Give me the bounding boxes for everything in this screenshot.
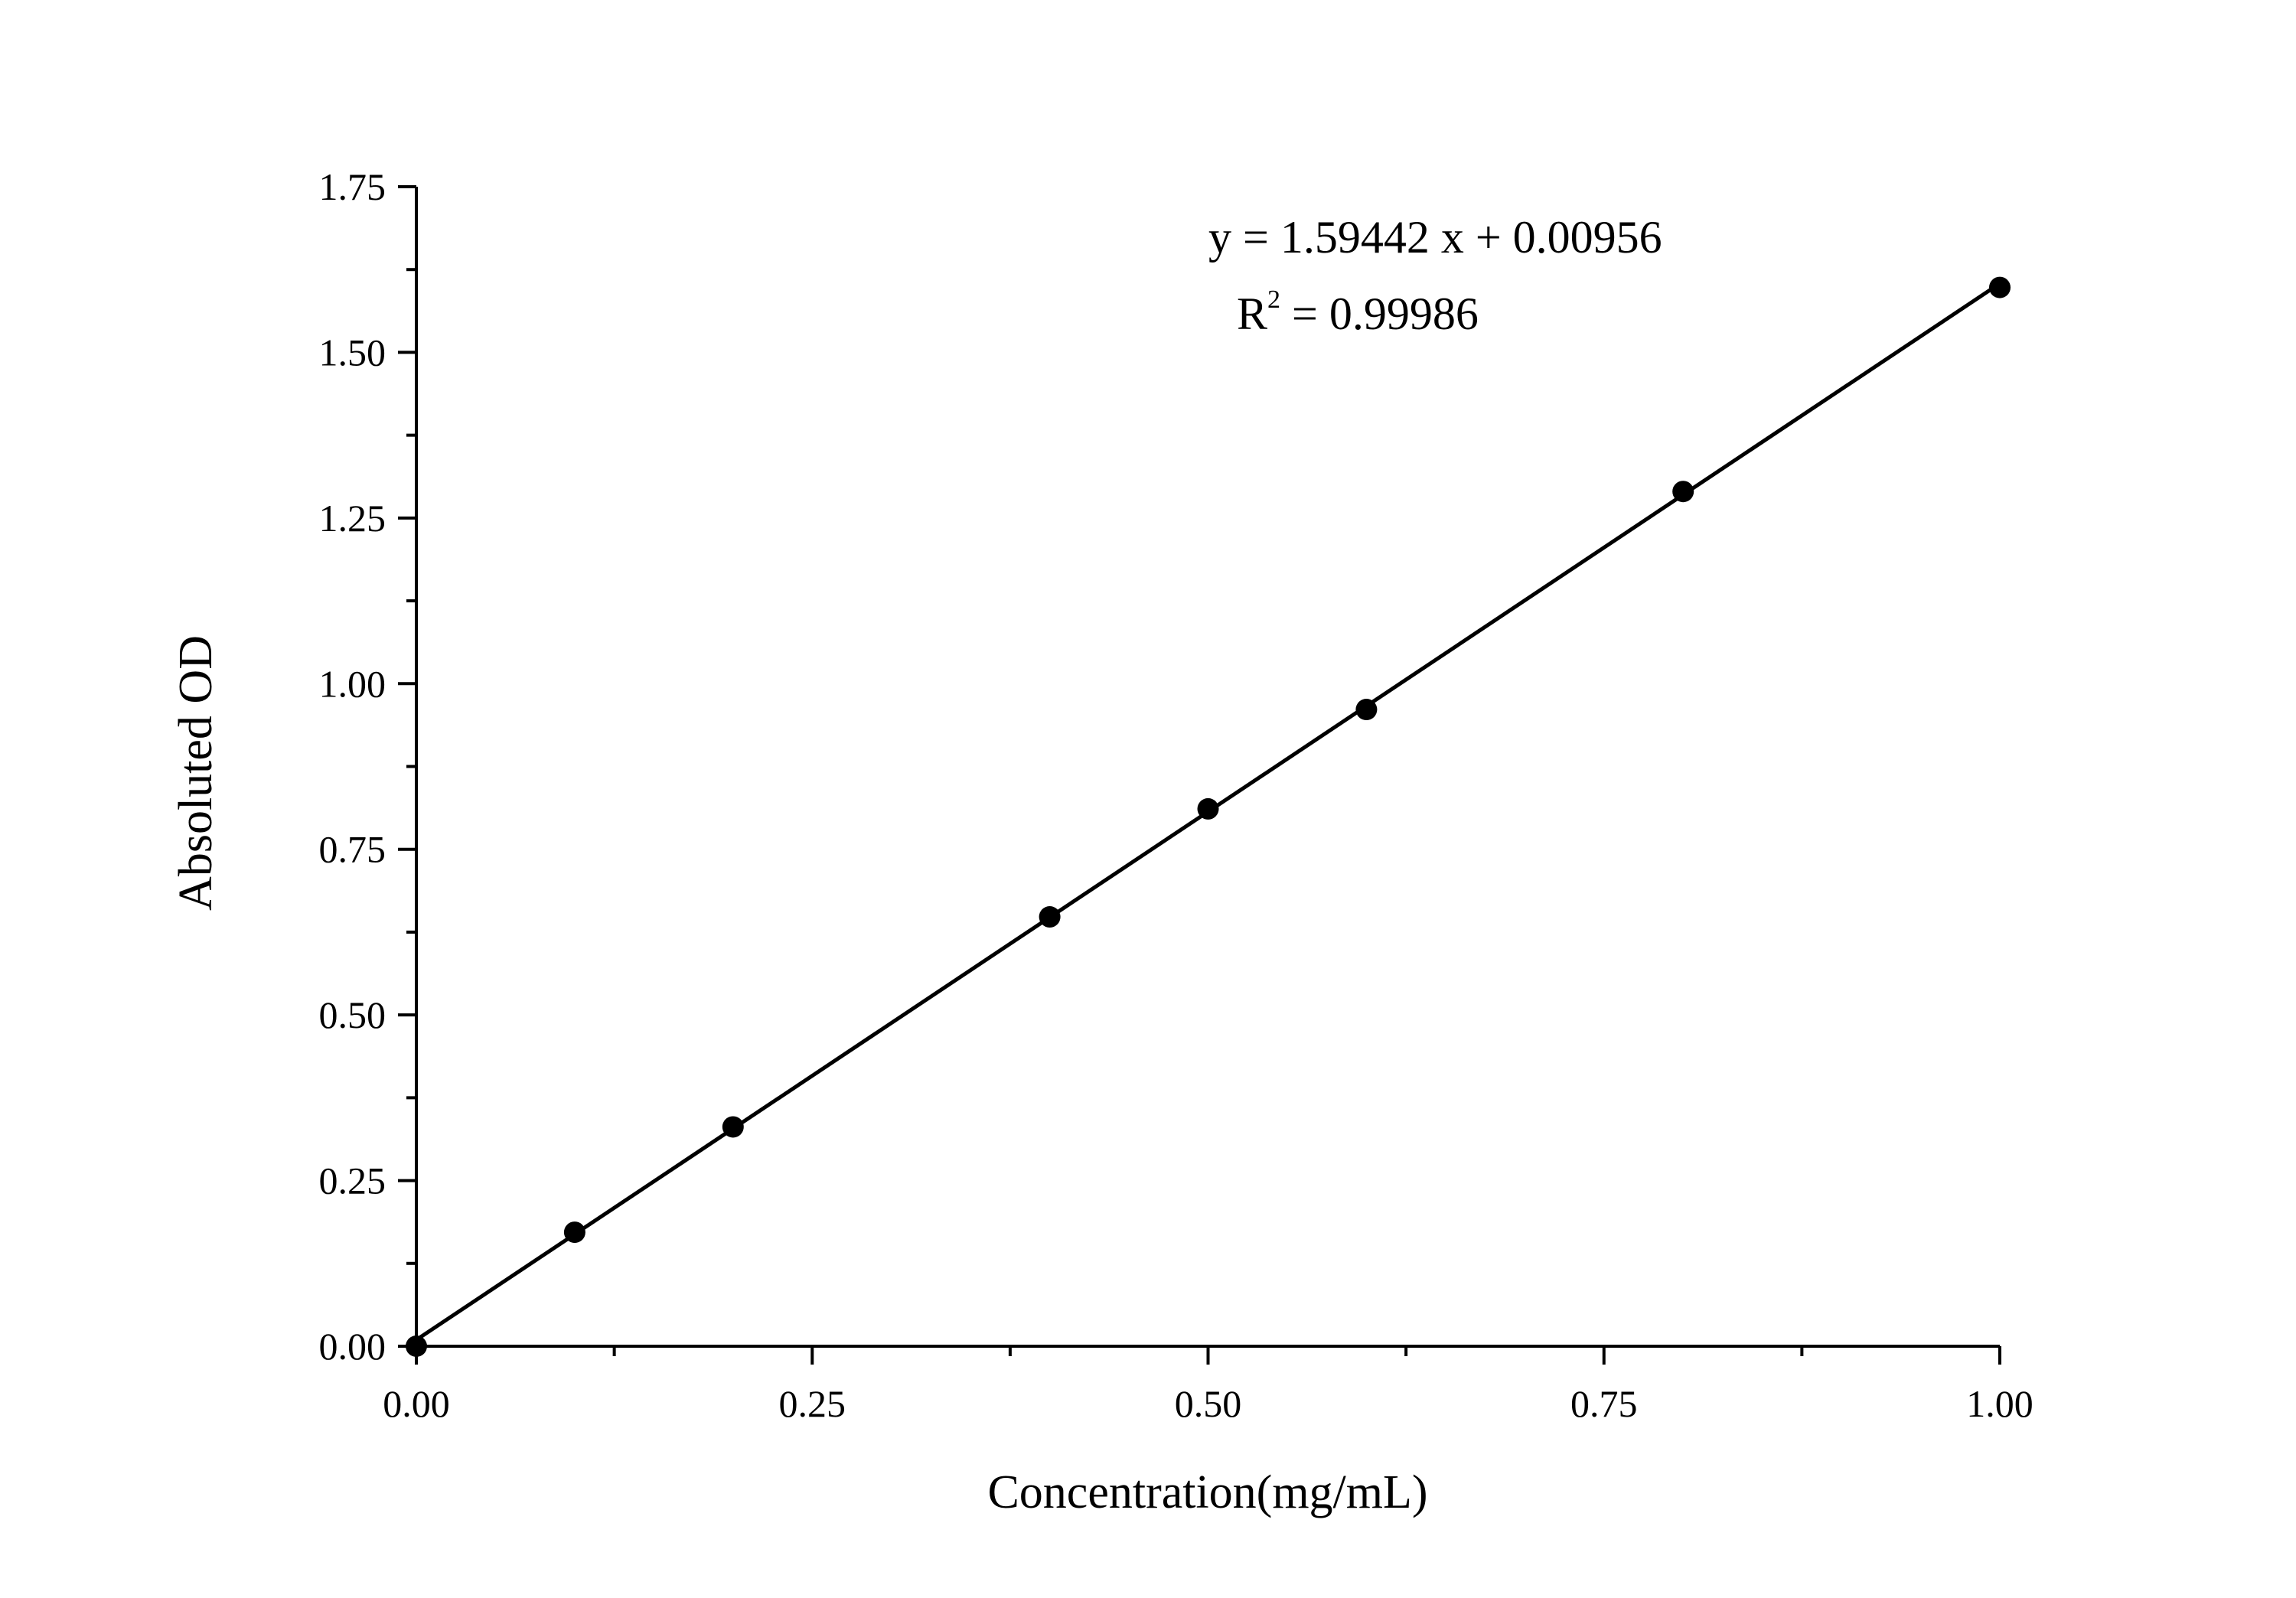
y-tick-label: 0.50 [319, 993, 386, 1036]
r-squared: R2 = 0.99986 [1237, 285, 1479, 339]
r-squared-value: = 0.99986 [1280, 289, 1479, 339]
r-squared-superscript: 2 [1267, 285, 1280, 314]
x-tick-label: 0.50 [1175, 1382, 1242, 1425]
y-axis-label: Absoluted OD [170, 635, 222, 911]
y-tick-label: 0.75 [319, 828, 386, 871]
y-tick-label: 0.00 [319, 1325, 386, 1368]
y-tick-label: 1.00 [319, 662, 386, 705]
r-squared-label: R [1237, 289, 1267, 339]
fit-equation: y = 1.59442 x + 0.00956 [1208, 212, 1662, 263]
y-tick-label: 1.75 [319, 165, 386, 208]
data-point [1355, 699, 1378, 721]
x-tick-label: 1.00 [1966, 1382, 2033, 1425]
y-tick-label: 1.25 [319, 497, 386, 540]
x-tick-label: 0.00 [383, 1382, 450, 1425]
data-point [563, 1221, 585, 1244]
y-tick-label: 0.25 [319, 1159, 386, 1202]
x-axis-label: Concentration(mg/mL) [987, 1466, 1427, 1518]
x-tick-label: 0.25 [779, 1382, 846, 1425]
data-point [1989, 276, 2011, 298]
data-point [722, 1116, 744, 1138]
data-point [406, 1335, 427, 1357]
x-tick-label: 0.75 [1570, 1382, 1638, 1425]
data-point [1672, 481, 1694, 503]
y-tick-label: 1.50 [319, 331, 386, 373]
ticks: 0.00 0.25 0.50 0.75 1.00 0.00 0.25 0.50 0.75 1.00… [319, 165, 2033, 1425]
data-point [1197, 797, 1219, 820]
axes [415, 187, 2000, 1348]
data-points [406, 276, 2011, 1357]
data-point [1039, 906, 1061, 928]
